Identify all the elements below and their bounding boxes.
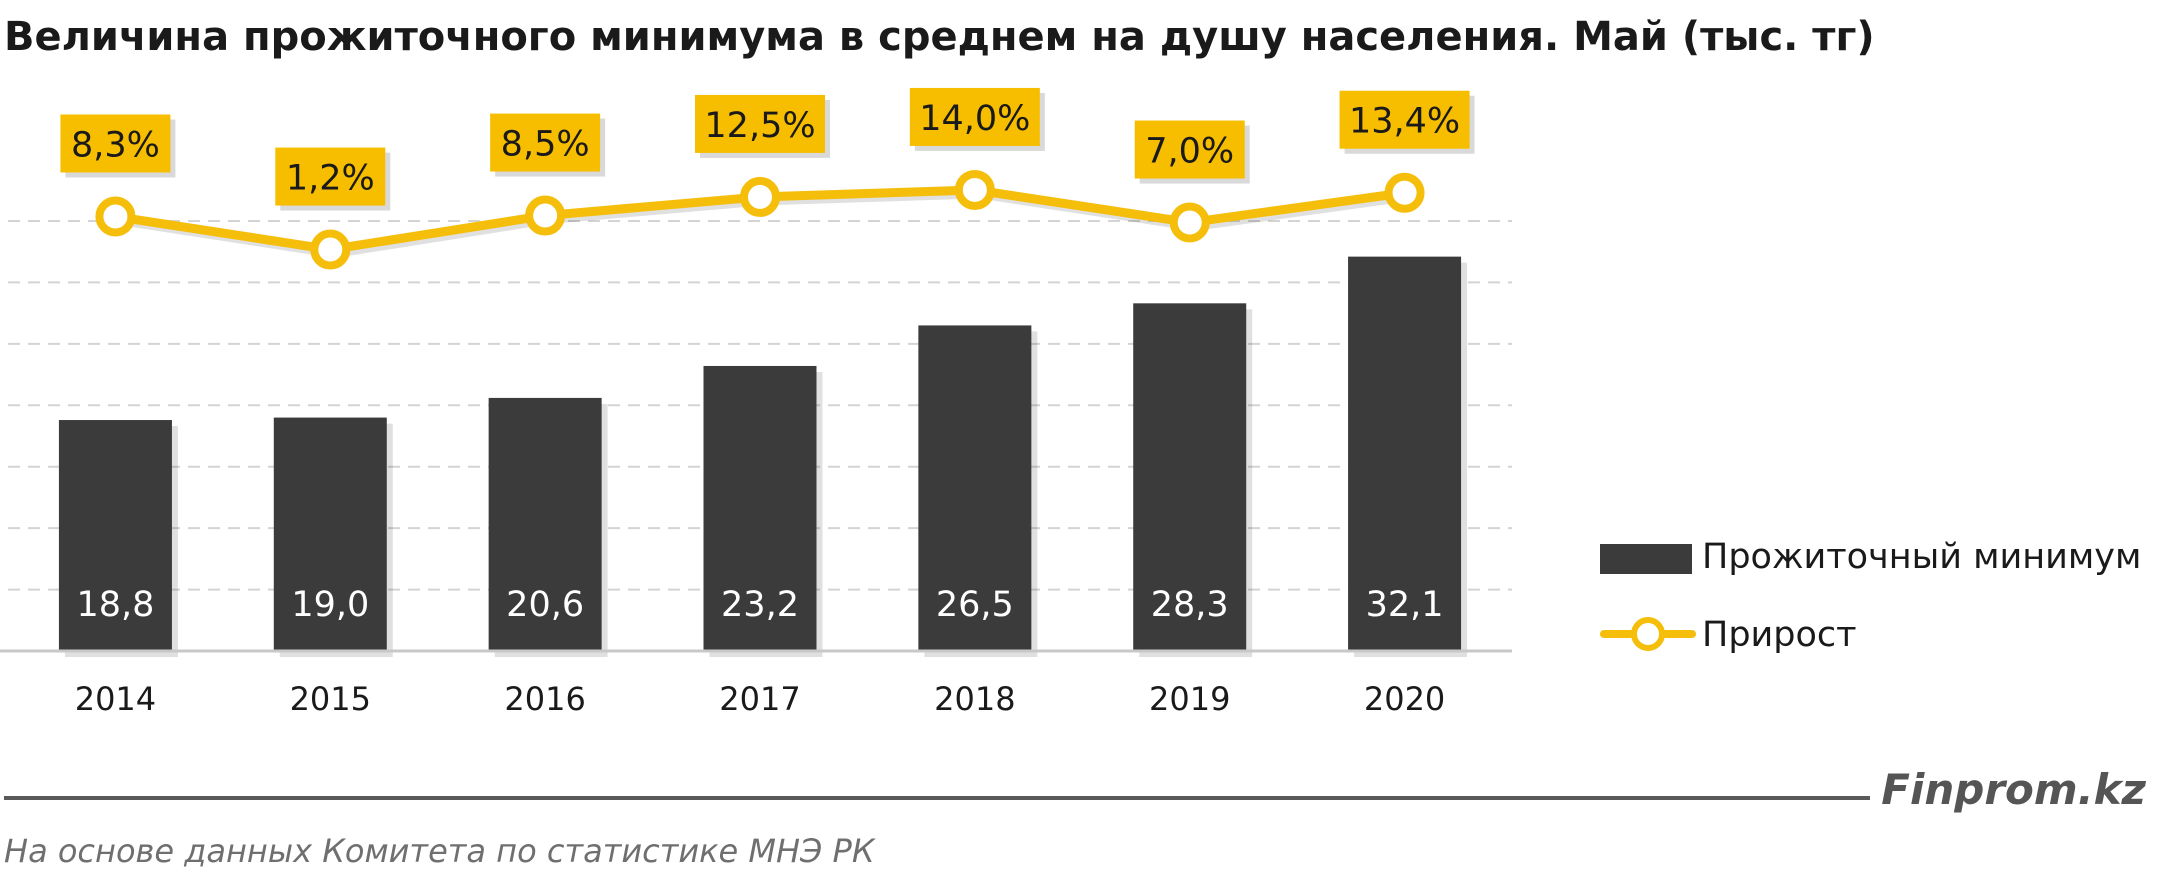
growth-label: 12,5% (704, 106, 815, 146)
growth-label: 13,4% (1349, 102, 1460, 142)
legend-marker-swatch (1631, 617, 1665, 651)
bar-value-label: 32,1 (1366, 585, 1444, 625)
bar-value-label: 28,3 (1151, 585, 1229, 625)
x-tick-label: 2015 (290, 680, 371, 718)
growth-marker (95, 196, 136, 237)
growth-marker (740, 176, 780, 217)
growth-marker (954, 169, 995, 210)
x-tick-label: 2020 (1364, 680, 1445, 718)
bar (1133, 303, 1247, 651)
bar (273, 417, 387, 651)
growth-label: 7,0% (1145, 132, 1234, 172)
chart-title: Величина прожиточного минимума в среднем… (4, 14, 1875, 60)
bar-value-label: 23,2 (721, 585, 799, 625)
bar-value-label: 20,6 (506, 585, 584, 625)
chart-legend: Прожиточный минимум Прирост (1598, 524, 2141, 664)
legend-label-bars: Прожиточный минимум (1702, 537, 2142, 577)
legend-label-line: Прирост (1702, 615, 1857, 655)
growth-marker (310, 229, 351, 270)
x-tick-label: 2014 (75, 680, 156, 718)
growth-label: 14,0% (919, 99, 1030, 139)
growth-label-box (909, 87, 1040, 146)
brand-logo-text[interactable]: Finprom.kz (1881, 765, 2146, 814)
legend-item-line[interactable]: Прирост (1598, 602, 2138, 655)
bar (918, 325, 1032, 651)
x-tick-label: 2017 (719, 680, 800, 718)
growth-label: 8,5% (501, 125, 590, 165)
x-tick-label: 2018 (934, 680, 1015, 718)
legend-item-bars[interactable]: Прожиточный минимум (1598, 524, 2141, 577)
bar (488, 397, 602, 651)
growth-label-box (1339, 90, 1470, 149)
growth-label: 1,2% (286, 159, 375, 199)
bar-value-label: 26,5 (936, 585, 1014, 625)
growth-label-box (275, 147, 386, 206)
growth-label-box (60, 114, 171, 173)
growth-marker (1169, 202, 1210, 243)
growth-marker (525, 195, 566, 236)
bar-value-label: 19,0 (291, 585, 369, 625)
bar (703, 365, 817, 651)
growth-marker (1384, 172, 1425, 213)
legend-bar-swatch (1600, 544, 1692, 574)
growth-label-box (1134, 120, 1245, 179)
growth-label-box (695, 94, 825, 153)
x-tick-label: 2019 (1149, 680, 1230, 718)
footer-divider (4, 796, 1870, 800)
source-note: На основе данных Комитета по статистике … (4, 832, 875, 870)
growth-label-box (490, 113, 601, 172)
x-tick-label: 2016 (504, 680, 585, 718)
bar (1348, 256, 1462, 651)
growth-label: 8,3% (71, 125, 160, 165)
bar (58, 420, 172, 651)
bar-value-label: 18,8 (76, 585, 154, 625)
